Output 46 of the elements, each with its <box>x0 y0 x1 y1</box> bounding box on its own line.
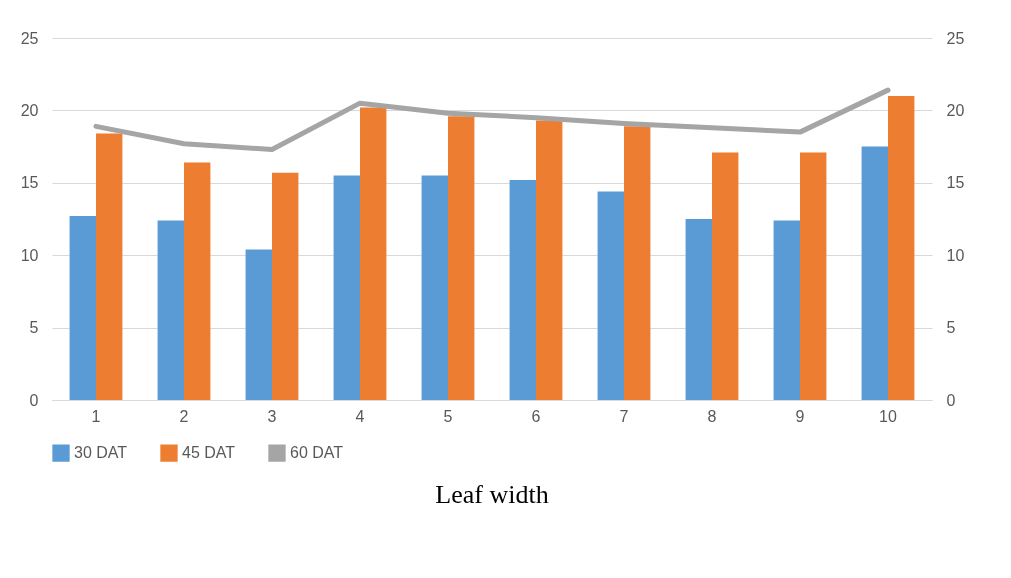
bar <box>157 220 184 400</box>
y2-tick-label: 25 <box>946 29 965 47</box>
bar <box>624 126 651 400</box>
bar <box>272 172 299 400</box>
legend-label: 45 DAT <box>182 444 236 462</box>
y2-tick-label: 20 <box>946 101 965 119</box>
y2-tick-label: 15 <box>946 174 965 192</box>
y2-tick-label: 10 <box>946 246 965 264</box>
legend-label: 60 DAT <box>290 444 344 462</box>
bar <box>597 191 624 400</box>
x-tick-label: 5 <box>443 407 453 425</box>
x-tick-label: 10 <box>879 407 897 425</box>
y-tick-label: 15 <box>20 174 39 192</box>
bar <box>861 146 888 400</box>
y-tick-label: 10 <box>20 246 39 264</box>
bar <box>360 107 387 400</box>
bar <box>184 162 211 400</box>
y-tick-label: 0 <box>29 391 39 409</box>
x-tick-label: 9 <box>795 407 805 425</box>
x-tick-label: 2 <box>179 407 189 425</box>
bar <box>333 175 360 400</box>
bar <box>800 152 827 400</box>
bar <box>888 95 915 400</box>
y-tick-label: 5 <box>29 319 39 337</box>
legend-label: 30 DAT <box>74 444 128 462</box>
y2-tick-label: 0 <box>946 391 956 409</box>
bar <box>96 133 123 400</box>
bar <box>773 220 800 400</box>
bar <box>245 249 272 400</box>
bar <box>536 120 563 400</box>
bar <box>712 152 739 400</box>
y-tick-label: 20 <box>20 101 39 119</box>
bar <box>421 175 448 400</box>
x-tick-label: 4 <box>355 407 365 425</box>
y-tick-label: 25 <box>20 29 39 47</box>
x-tick-label: 1 <box>91 407 101 425</box>
bar <box>448 116 475 400</box>
x-tick-label: 3 <box>267 407 277 425</box>
bar <box>509 179 536 400</box>
bar <box>69 216 96 400</box>
text: Leaf width <box>435 480 549 509</box>
y2-tick-label: 5 <box>946 319 956 337</box>
bar <box>685 219 712 400</box>
x-tick-label: 6 <box>531 407 541 425</box>
x-tick-label: 7 <box>619 407 629 425</box>
x-tick-label: 8 <box>707 407 717 425</box>
